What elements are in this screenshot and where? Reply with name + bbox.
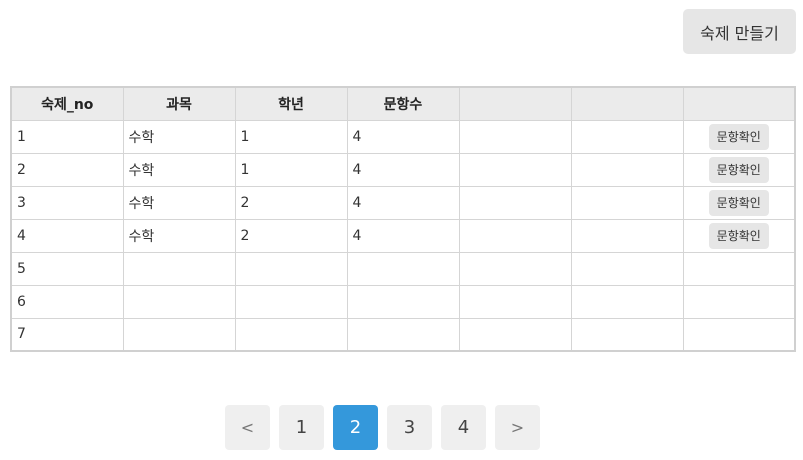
header-row: 숙제_no 과목 학년 문항수 (10, 86, 796, 121)
cell-subject: 수학 (122, 185, 236, 220)
table-row: 2 수학 1 4 문항확인 (10, 152, 796, 187)
prev-page-button[interactable]: < (225, 405, 270, 450)
cell-action: 문항확인 (682, 185, 796, 220)
cell-grade: 1 (234, 119, 348, 154)
cell-question-count: 4 (346, 185, 460, 220)
page-button-2-current[interactable]: 2 (333, 405, 378, 450)
column-header-question-count: 문항수 (346, 86, 460, 121)
cell-homework-no: 3 (10, 185, 124, 220)
create-homework-button[interactable]: 숙제 만들기 (683, 9, 796, 54)
cell-action (682, 284, 796, 319)
cell-empty (458, 185, 572, 220)
cell-empty (570, 119, 684, 154)
table-row: 4 수학 2 4 문항확인 (10, 218, 796, 253)
page-button-4[interactable]: 4 (441, 405, 486, 450)
cell-subject (122, 317, 236, 352)
cell-action: 문항확인 (682, 152, 796, 187)
cell-grade: 2 (234, 185, 348, 220)
cell-homework-no: 7 (10, 317, 124, 352)
cell-grade (234, 317, 348, 352)
cell-action (682, 317, 796, 352)
cell-question-count: 4 (346, 119, 460, 154)
cell-question-count: 4 (346, 218, 460, 253)
table-row: 3 수학 2 4 문항확인 (10, 185, 796, 220)
cell-empty (458, 119, 572, 154)
check-questions-button[interactable]: 문항확인 (708, 189, 769, 216)
cell-empty (570, 185, 684, 220)
table-row: 5 (10, 251, 796, 286)
cell-question-count (346, 251, 460, 286)
cell-empty (570, 152, 684, 187)
cell-grade (234, 251, 348, 286)
cell-grade: 2 (234, 218, 348, 253)
table-body: 1 수학 1 4 문항확인 2 수학 1 4 문항확인 (10, 119, 796, 352)
cell-empty (570, 284, 684, 319)
column-header-action (682, 86, 796, 121)
cell-subject: 수학 (122, 119, 236, 154)
cell-action (682, 251, 796, 286)
column-header-homework-no: 숙제_no (10, 86, 124, 121)
cell-homework-no: 6 (10, 284, 124, 319)
check-questions-button[interactable]: 문항확인 (708, 156, 769, 183)
cell-empty (458, 218, 572, 253)
cell-subject: 수학 (122, 218, 236, 253)
homework-table: 숙제_no 과목 학년 문항수 1 수학 1 4 문항확인 (10, 86, 796, 352)
check-questions-button[interactable]: 문항확인 (708, 222, 769, 249)
column-header-empty (570, 86, 684, 121)
cell-empty (570, 218, 684, 253)
table-row: 6 (10, 284, 796, 319)
cell-empty (458, 284, 572, 319)
column-header-subject: 과목 (122, 86, 236, 121)
next-page-button[interactable]: > (495, 405, 540, 450)
cell-grade (234, 284, 348, 319)
cell-empty (458, 317, 572, 352)
cell-empty (458, 251, 572, 286)
cell-action: 문항확인 (682, 119, 796, 154)
cell-action: 문항확인 (682, 218, 796, 253)
cell-subject: 수학 (122, 152, 236, 187)
page-button-3[interactable]: 3 (387, 405, 432, 450)
cell-homework-no: 4 (10, 218, 124, 253)
cell-homework-no: 1 (10, 119, 124, 154)
check-questions-button[interactable]: 문항확인 (708, 123, 769, 150)
column-header-empty (458, 86, 572, 121)
pagination: < 1 2 3 4 > (225, 405, 540, 450)
cell-subject (122, 251, 236, 286)
cell-question-count: 4 (346, 152, 460, 187)
column-header-grade: 학년 (234, 86, 348, 121)
cell-question-count (346, 284, 460, 319)
cell-empty (570, 317, 684, 352)
cell-empty (458, 152, 572, 187)
table-header: 숙제_no 과목 학년 문항수 (10, 86, 796, 121)
cell-homework-no: 2 (10, 152, 124, 187)
cell-grade: 1 (234, 152, 348, 187)
cell-question-count (346, 317, 460, 352)
cell-empty (570, 251, 684, 286)
table-row: 1 수학 1 4 문항확인 (10, 119, 796, 154)
table-row: 7 (10, 317, 796, 352)
cell-homework-no: 5 (10, 251, 124, 286)
cell-subject (122, 284, 236, 319)
page-button-1[interactable]: 1 (279, 405, 324, 450)
